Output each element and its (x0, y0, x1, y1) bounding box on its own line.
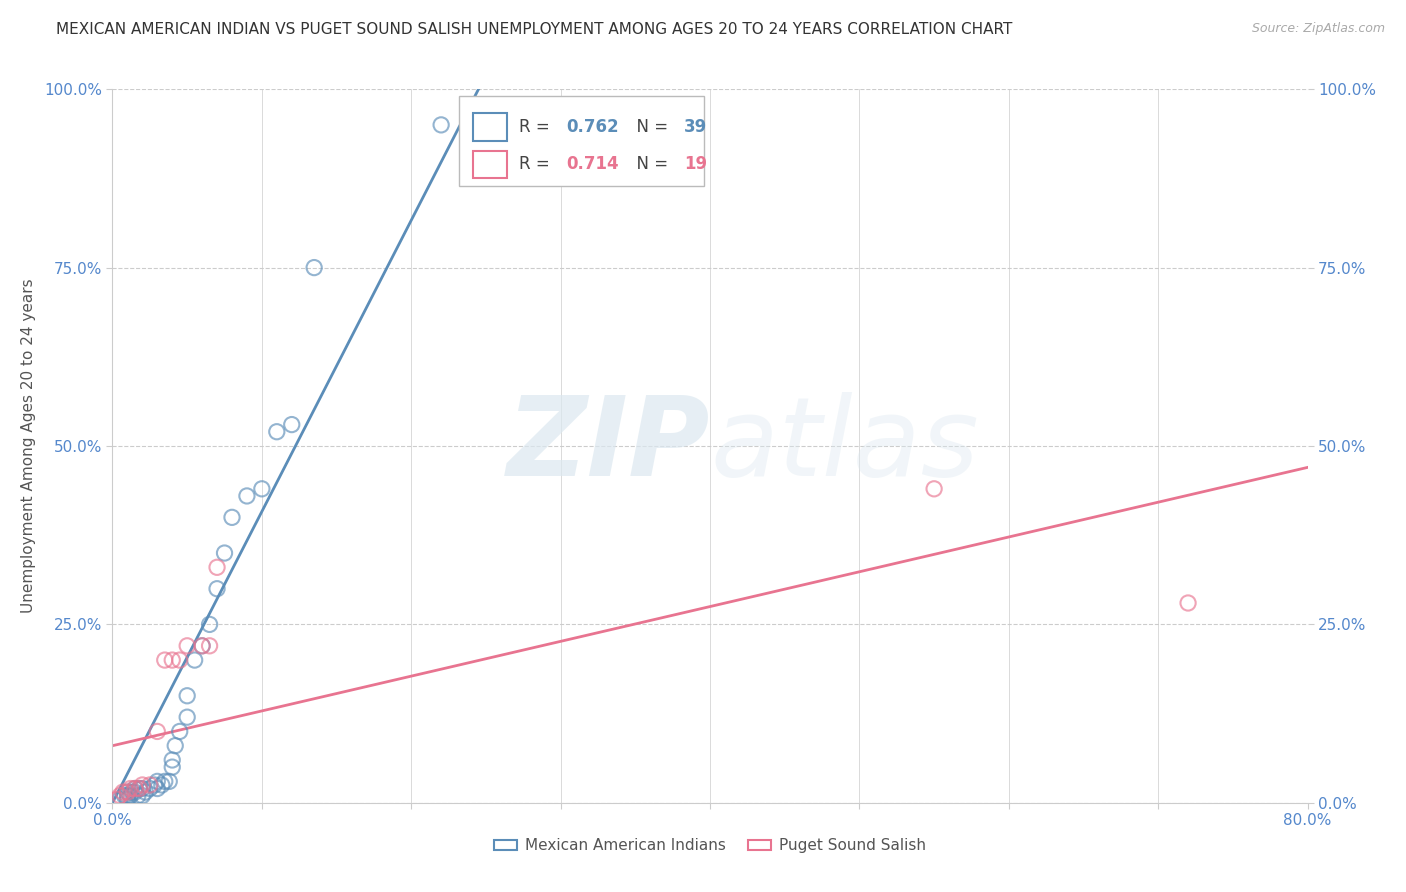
Point (157, 774, 180, 789)
Point (430, 118, 453, 132)
Point (183, 653, 205, 667)
Point (120, 789, 142, 803)
Y-axis label: Unemployment Among Ages 20 to 24 years: Unemployment Among Ages 20 to 24 years (21, 278, 35, 614)
Point (281, 417, 304, 432)
Point (131, 781, 153, 796)
Point (146, 724, 169, 739)
Point (128, 781, 150, 796)
Point (146, 774, 169, 789)
Point (250, 482, 273, 496)
FancyBboxPatch shape (474, 113, 508, 141)
Point (153, 774, 176, 789)
Point (176, 689, 198, 703)
Point (117, 789, 139, 803)
Point (176, 710, 198, 724)
Legend: Mexican American Indians, Puget Sound Salish: Mexican American Indians, Puget Sound Sa… (488, 832, 932, 859)
Point (124, 785, 146, 799)
Point (198, 617, 221, 632)
Point (191, 639, 214, 653)
Point (191, 639, 214, 653)
Point (111, 785, 134, 799)
Point (922, 482, 945, 496)
Point (139, 778, 162, 792)
Point (165, 739, 187, 753)
Text: 39: 39 (683, 118, 707, 136)
Point (117, 792, 139, 806)
Point (162, 653, 183, 667)
Point (131, 778, 153, 792)
Point (1177, 596, 1199, 610)
Point (143, 778, 166, 792)
Text: Source: ZipAtlas.com: Source: ZipAtlas.com (1251, 22, 1385, 36)
Point (121, 785, 143, 799)
Point (120, 781, 142, 796)
Point (131, 789, 153, 803)
Point (117, 785, 139, 799)
Point (146, 781, 169, 796)
Point (205, 560, 228, 574)
Point (108, 792, 131, 806)
Text: R =: R = (519, 118, 555, 136)
Point (139, 781, 162, 796)
Point (205, 582, 228, 596)
Text: N =: N = (627, 155, 673, 173)
Point (134, 785, 156, 799)
Point (221, 510, 243, 524)
Text: MEXICAN AMERICAN INDIAN VS PUGET SOUND SALISH UNEMPLOYMENT AMONG AGES 20 TO 24 Y: MEXICAN AMERICAN INDIAN VS PUGET SOUND S… (56, 22, 1012, 37)
Point (127, 789, 149, 803)
Point (108, 789, 131, 803)
Point (105, 792, 128, 806)
Point (169, 653, 191, 667)
FancyBboxPatch shape (458, 96, 704, 186)
Text: atlas: atlas (710, 392, 979, 500)
Point (198, 639, 221, 653)
Text: 0.762: 0.762 (567, 118, 619, 136)
Point (176, 639, 198, 653)
Point (236, 489, 259, 503)
Text: N =: N = (627, 118, 673, 136)
Point (302, 260, 325, 275)
Point (150, 778, 173, 792)
Point (114, 789, 135, 803)
Text: 19: 19 (683, 155, 707, 173)
Point (117, 785, 139, 799)
Point (162, 753, 183, 767)
Point (266, 425, 288, 439)
Point (124, 781, 146, 796)
Point (153, 653, 176, 667)
Text: ZIP: ZIP (506, 392, 710, 500)
Point (124, 781, 146, 796)
FancyBboxPatch shape (474, 151, 508, 178)
Text: R =: R = (519, 155, 555, 173)
Point (214, 546, 236, 560)
Text: 0.714: 0.714 (567, 155, 619, 173)
Point (162, 760, 183, 774)
Point (128, 781, 150, 796)
Point (169, 724, 191, 739)
